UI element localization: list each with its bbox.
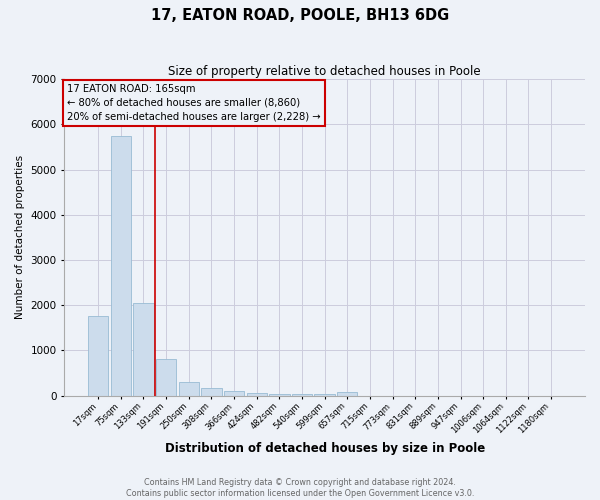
Bar	[314, 394, 335, 396]
X-axis label: Distribution of detached houses by size in Poole: Distribution of detached houses by size …	[164, 442, 485, 455]
Bar	[179, 382, 199, 396]
Bar	[292, 394, 312, 396]
Bar	[156, 360, 176, 396]
Bar	[110, 136, 131, 396]
Bar	[247, 393, 267, 396]
Bar	[224, 391, 244, 396]
Text: Contains HM Land Registry data © Crown copyright and database right 2024.
Contai: Contains HM Land Registry data © Crown c…	[126, 478, 474, 498]
Bar	[337, 392, 358, 396]
Text: 17, EATON ROAD, POOLE, BH13 6DG: 17, EATON ROAD, POOLE, BH13 6DG	[151, 8, 449, 22]
Bar	[269, 394, 290, 396]
Text: 17 EATON ROAD: 165sqm
← 80% of detached houses are smaller (8,860)
20% of semi-d: 17 EATON ROAD: 165sqm ← 80% of detached …	[67, 84, 320, 122]
Title: Size of property relative to detached houses in Poole: Size of property relative to detached ho…	[169, 65, 481, 78]
Bar	[88, 316, 109, 396]
Y-axis label: Number of detached properties: Number of detached properties	[15, 156, 25, 320]
Bar	[133, 303, 154, 396]
Bar	[201, 388, 221, 396]
